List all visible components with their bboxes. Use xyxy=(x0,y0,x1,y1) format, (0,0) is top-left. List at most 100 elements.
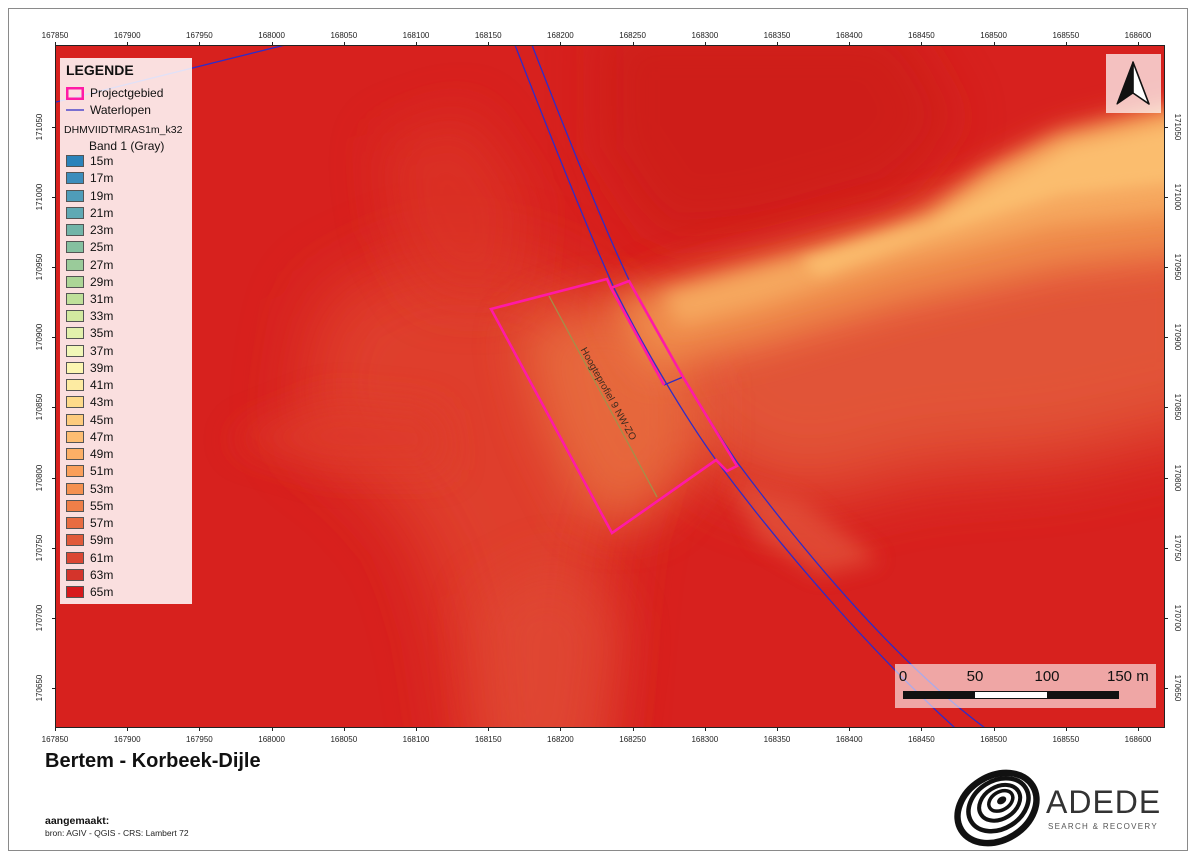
legend-class-label: 41m xyxy=(90,378,114,393)
legend-class-item: 65m xyxy=(66,583,113,600)
waterways-legend-label: Waterlopen xyxy=(90,103,151,117)
x-coordinate-label: 168000 xyxy=(258,31,285,40)
created-label: aangemaakt: xyxy=(45,815,110,827)
legend-class-swatch xyxy=(66,224,84,237)
x-coordinate-label: 168400 xyxy=(835,735,863,744)
legend-class-swatch xyxy=(66,275,84,288)
x-tick-mark xyxy=(849,728,851,731)
waterways-legend-symbol xyxy=(66,109,84,111)
x-coordinate-label: 167900 xyxy=(113,735,141,744)
scale-bar-label-50: 50 xyxy=(966,668,984,685)
legend-class-item: 53m xyxy=(66,480,113,497)
x-coordinate-label: 168400 xyxy=(835,31,863,40)
project-area-polygon xyxy=(489,277,739,535)
legend-class-item: 59m xyxy=(66,532,113,549)
scale-bar: 0 50 100 150 m xyxy=(895,664,1156,708)
x-tick-mark xyxy=(127,42,129,45)
x-tick-mark xyxy=(55,42,56,45)
x-coordinate-label: 168250 xyxy=(619,735,646,744)
legend-class-item: 51m xyxy=(66,463,113,480)
legend-class-label: 59m xyxy=(90,533,114,548)
x-tick-mark xyxy=(1065,728,1067,731)
y-coordinate-label: 170700 xyxy=(1173,604,1182,632)
x-tick-mark xyxy=(560,728,562,731)
x-coordinate-label: 168250 xyxy=(619,31,646,40)
y-coordinate-label: 171000 xyxy=(1173,183,1182,211)
x-coordinate-label: 167850 xyxy=(41,31,69,40)
legend-class-swatch xyxy=(66,258,84,271)
y-coordinate-label: 170650 xyxy=(1173,674,1182,702)
legend-class-swatch xyxy=(66,413,84,426)
legend-class-swatch xyxy=(66,430,84,443)
x-tick-mark xyxy=(704,728,706,731)
scale-bar-segment xyxy=(975,692,1047,698)
x-tick-mark xyxy=(921,42,923,45)
x-tick-mark xyxy=(127,728,129,731)
legend-class-item: 15m xyxy=(66,153,113,170)
legend-class-item: 31m xyxy=(66,290,113,307)
legend-class-item: 23m xyxy=(66,221,113,238)
x-tick-mark xyxy=(55,728,56,731)
y-coordinate-label: 170800 xyxy=(35,464,44,491)
y-coordinate-label: 170950 xyxy=(35,253,44,281)
legend-class-label: 19m xyxy=(90,188,114,203)
y-tick-mark xyxy=(1165,617,1168,619)
x-tick-mark xyxy=(1138,728,1139,731)
elevation-bottom-light xyxy=(480,560,620,728)
legend-class-item: 19m xyxy=(66,187,113,204)
x-coordinate-label: 167950 xyxy=(186,735,213,744)
logo-wordmark: ADEDE xyxy=(1046,784,1162,820)
x-coordinate-label: 168600 xyxy=(1124,735,1152,744)
y-tick-mark xyxy=(1165,687,1168,689)
legend-class-label: 33m xyxy=(90,309,114,324)
legend-class-item: 55m xyxy=(66,497,113,514)
x-tick-mark xyxy=(416,42,417,45)
legend-class-label: 23m xyxy=(90,223,114,238)
legend-class-label: 63m xyxy=(90,567,114,582)
legend-class-label: 17m xyxy=(90,171,114,186)
x-coordinate-label: 168100 xyxy=(402,735,430,744)
x-tick-mark xyxy=(416,728,417,731)
y-coordinate-label: 170900 xyxy=(35,323,44,351)
y-tick-mark xyxy=(52,267,55,269)
x-coordinate-label: 168550 xyxy=(1052,31,1080,40)
waterway-connector xyxy=(663,376,684,386)
legend-class-item: 57m xyxy=(66,514,113,531)
y-tick-mark xyxy=(52,407,55,409)
elevation-map-canvas: Hoogteprofiel 9 NW-ZO xyxy=(55,45,1165,728)
y-tick-mark xyxy=(52,547,55,549)
legend-title: LEGENDE xyxy=(66,62,134,78)
x-tick-mark xyxy=(199,42,201,45)
x-coordinate-label: 168500 xyxy=(980,735,1007,744)
legend-class-swatch xyxy=(66,534,84,547)
legend-class-item: 33m xyxy=(66,308,113,325)
legend-class-item: 39m xyxy=(66,359,113,376)
x-coordinate-label: 168050 xyxy=(330,735,358,744)
legend-class-swatch xyxy=(66,499,84,512)
y-tick-mark xyxy=(1165,127,1168,128)
scale-bar-graphic xyxy=(903,691,1119,699)
legend-class-swatch xyxy=(66,172,84,185)
x-coordinate-label: 168150 xyxy=(474,31,502,40)
scale-bar-segment xyxy=(1046,692,1118,698)
x-coordinate-label: 168300 xyxy=(691,31,719,40)
y-tick-mark xyxy=(52,337,55,339)
legend-class-swatch xyxy=(66,344,84,357)
legend-class-item: 27m xyxy=(66,256,113,273)
x-coordinate-label: 168200 xyxy=(547,31,574,40)
x-coordinate-label: 167850 xyxy=(41,735,69,744)
x-tick-mark xyxy=(488,42,490,45)
legend-class-swatch xyxy=(66,241,84,254)
legend-class-item: 35m xyxy=(66,325,113,342)
legend-class-item: 29m xyxy=(66,273,113,290)
y-tick-mark xyxy=(52,617,55,619)
legend-class-swatch xyxy=(66,189,84,202)
x-coordinate-label: 168600 xyxy=(1124,31,1152,40)
legend-class-item: 17m xyxy=(66,170,113,187)
legend-class-label: 15m xyxy=(90,154,114,169)
legend-class-label: 65m xyxy=(90,584,114,599)
scale-bar-segment xyxy=(904,692,976,698)
x-tick-mark xyxy=(488,728,490,731)
waterway-bank-west xyxy=(514,45,956,728)
legend-class-item: 41m xyxy=(66,377,113,394)
